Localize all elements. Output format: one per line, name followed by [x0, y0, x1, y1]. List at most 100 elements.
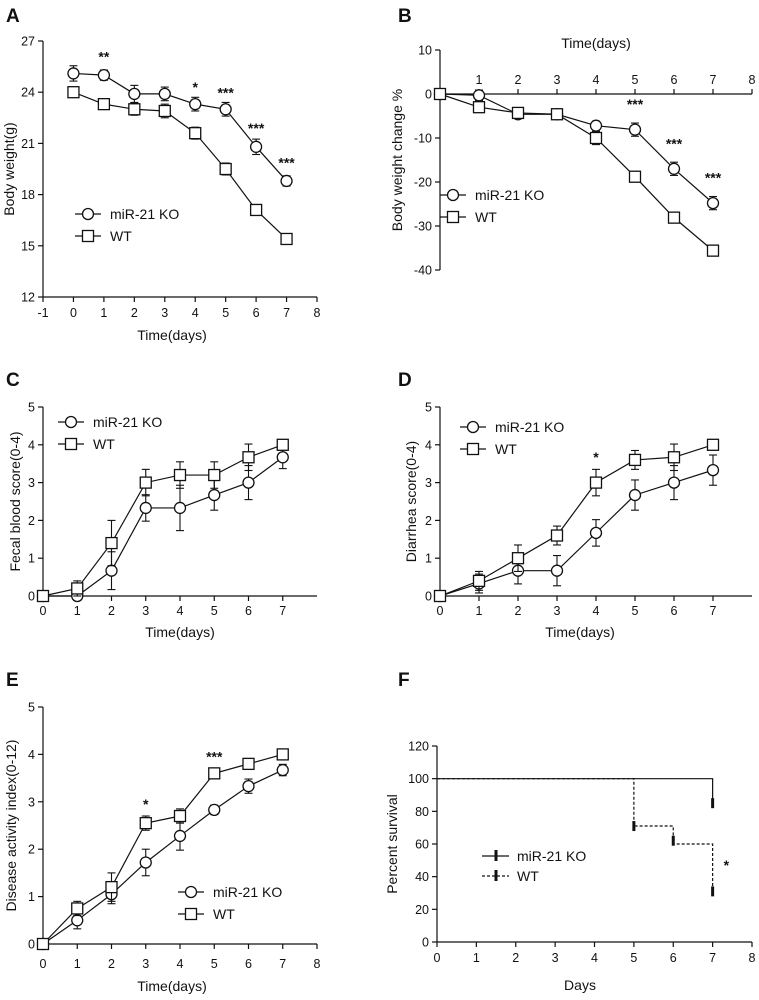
data-point-wt	[628, 170, 642, 183]
x-tick-label: 0	[40, 604, 47, 618]
y-tick-label: 27	[21, 35, 35, 49]
y-axis-title: Percent survival	[384, 794, 400, 894]
y-tick-label: 3	[425, 476, 432, 490]
significance-label: ***	[666, 136, 683, 152]
x-tick-label: -1	[37, 306, 48, 320]
data-point-wt	[550, 108, 564, 121]
series-line-ko	[439, 469, 714, 597]
y-tick-label: 15	[21, 239, 35, 253]
data-point-ko	[105, 564, 118, 577]
data-point-wt	[472, 101, 486, 114]
data-point-wt	[433, 87, 447, 101]
x-tick-label: 0	[437, 604, 444, 618]
y-tick-label: 0	[425, 88, 432, 102]
data-point-ko	[139, 501, 152, 515]
y-tick-label: 40	[415, 870, 429, 884]
significance-label: ***	[217, 84, 234, 100]
significance-label: ***	[278, 154, 295, 170]
x-tick-label: 2	[108, 957, 115, 971]
x-tick-label: 6	[671, 604, 678, 618]
x-tick-label: 7	[709, 951, 716, 965]
data-point-wt	[276, 748, 289, 761]
x-tick-label: 6	[245, 604, 252, 618]
y-tick-label: 1	[28, 890, 35, 904]
y-tick-label: 0	[28, 590, 35, 604]
data-point-ko	[189, 97, 202, 111]
data-point-ko	[550, 564, 564, 577]
x-tick-label: 8	[749, 73, 756, 87]
legend-label: miR-21 KO	[213, 884, 282, 900]
x-tick-label: 1	[476, 604, 483, 618]
legend-label: miR-21 KO	[93, 414, 162, 430]
data-point-ko	[667, 162, 681, 175]
legend-marker-circle	[446, 188, 460, 202]
data-point-wt	[628, 453, 642, 467]
data-point-wt	[173, 809, 187, 823]
x-tick-label: 5	[632, 73, 639, 87]
data-point-wt	[105, 536, 118, 550]
data-point-ko	[219, 103, 232, 116]
legend-label: WT	[110, 228, 132, 244]
data-point-ko	[128, 87, 141, 101]
panel-letter: D	[398, 370, 412, 391]
survival-line-ko	[437, 778, 714, 804]
data-point-wt	[208, 767, 221, 780]
data-point-wt	[189, 127, 202, 140]
y-tick-label: 0	[422, 936, 429, 950]
x-tick-label: 6	[671, 73, 678, 87]
y-tick-label: 5	[28, 401, 35, 415]
panel-e: E 0 1 2 3 4 5 0 1 2 3 4 5 6 7 8 Time(days) Disease activi…	[3, 670, 321, 994]
y-tick-label: 5	[28, 701, 35, 715]
y-axis-title: Body weight change %	[389, 89, 405, 231]
x-axis-title: Time(days)	[137, 978, 207, 994]
x-tick-label: 2	[108, 604, 115, 618]
x-tick-label: 6	[670, 951, 677, 965]
x-axis-title: Days	[564, 977, 596, 993]
y-axis-title: Disease activity index(0-12)	[3, 740, 19, 912]
x-tick-label: 8	[749, 951, 756, 965]
legend-label: miR-21 KO	[110, 206, 179, 222]
panel-b: B -40 -30 -20 -10 0 10 1 2 3 4 5 6 7 8 Time(days) Body w…	[389, 6, 756, 278]
x-tick-label: 5	[211, 604, 218, 618]
data-point-ko	[67, 67, 80, 80]
y-tick-label: -10	[414, 132, 432, 146]
data-point-wt	[67, 86, 80, 99]
legend-label: WT	[495, 441, 517, 457]
legend-marker-square	[184, 907, 198, 921]
x-tick-label: 1	[473, 951, 480, 965]
y-axis-title: Fecal blood score(0-4)	[7, 431, 23, 571]
legend-marker-circle	[466, 420, 480, 434]
data-point-ko	[242, 780, 255, 793]
data-point-wt	[550, 529, 564, 542]
data-point-wt	[97, 97, 111, 111]
data-point-wt	[249, 203, 263, 217]
x-tick-label: 0	[434, 951, 441, 965]
legend-marker-circle	[184, 885, 198, 899]
x-tick-label: 3	[161, 306, 168, 320]
legend-label: WT	[475, 209, 497, 225]
x-tick-label: 5	[222, 306, 229, 320]
legend-label: miR-21 KO	[517, 848, 586, 864]
series-line-wt	[439, 444, 714, 597]
legend-marker-square	[64, 437, 78, 451]
x-tick-label: 7	[283, 306, 290, 320]
data-point-wt	[36, 589, 50, 603]
data-point-wt	[139, 816, 152, 830]
x-tick-label: 4	[192, 306, 199, 320]
data-point-wt	[71, 582, 84, 595]
panel-d: D 0 1 2 3 4 5 0 1 2 3 4 5 6 7 Time(days) Diarrhea score(…	[398, 370, 752, 640]
y-tick-label: 12	[21, 291, 35, 305]
y-tick-label: 80	[415, 805, 429, 819]
y-tick-label: 1	[28, 552, 35, 566]
legend-marker-circle	[81, 207, 95, 221]
x-tick-label: 6	[245, 957, 252, 971]
significance-label: ***	[627, 96, 644, 112]
data-point-wt	[173, 468, 187, 482]
panel-c: C 0 1 2 3 4 5 0 1 2 3 4 5 6 7 Time(days) Fecal blood sco…	[6, 370, 317, 640]
data-point-wt	[589, 476, 603, 489]
y-tick-label: 4	[425, 438, 432, 452]
data-point-wt	[158, 104, 171, 118]
y-tick-label: 100	[408, 772, 429, 786]
x-tick-label: 4	[177, 604, 184, 618]
